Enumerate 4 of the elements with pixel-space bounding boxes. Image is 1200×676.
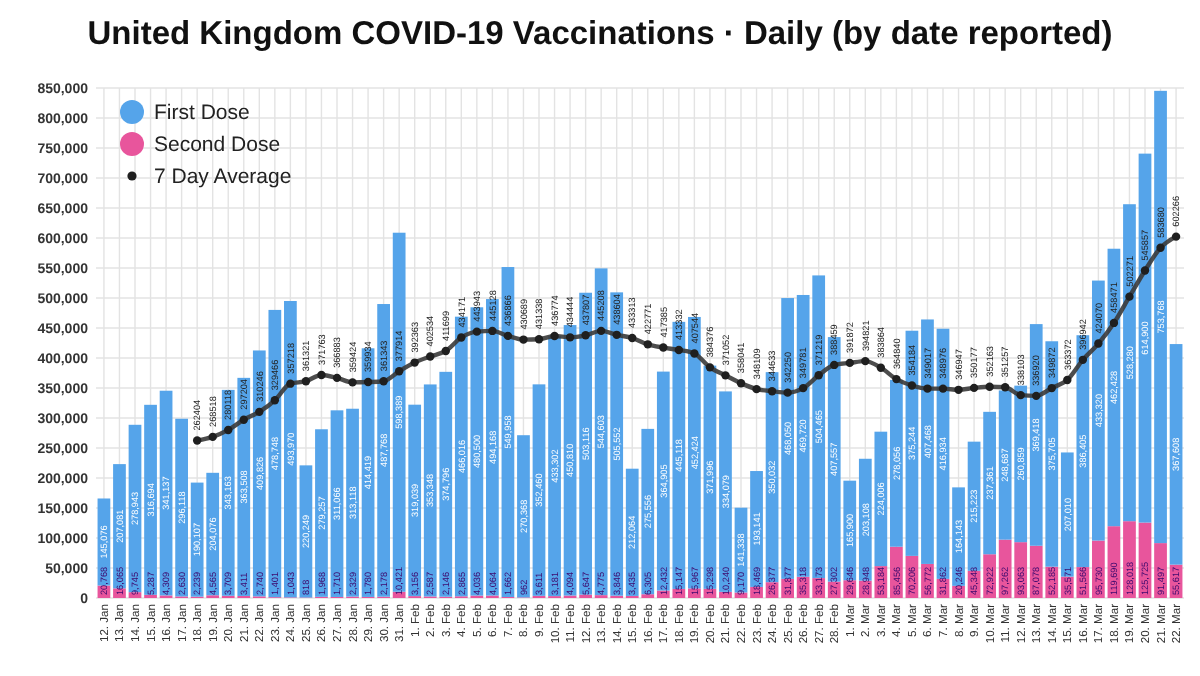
legend-label: 7 Day Average bbox=[154, 165, 292, 190]
legend-label: Second Dose bbox=[154, 133, 281, 158]
chart-title: United Kingdom COVID-19 Vaccinations · Daily (by date reported) bbox=[87, 16, 1113, 52]
legend-label: First Dose bbox=[154, 101, 250, 126]
